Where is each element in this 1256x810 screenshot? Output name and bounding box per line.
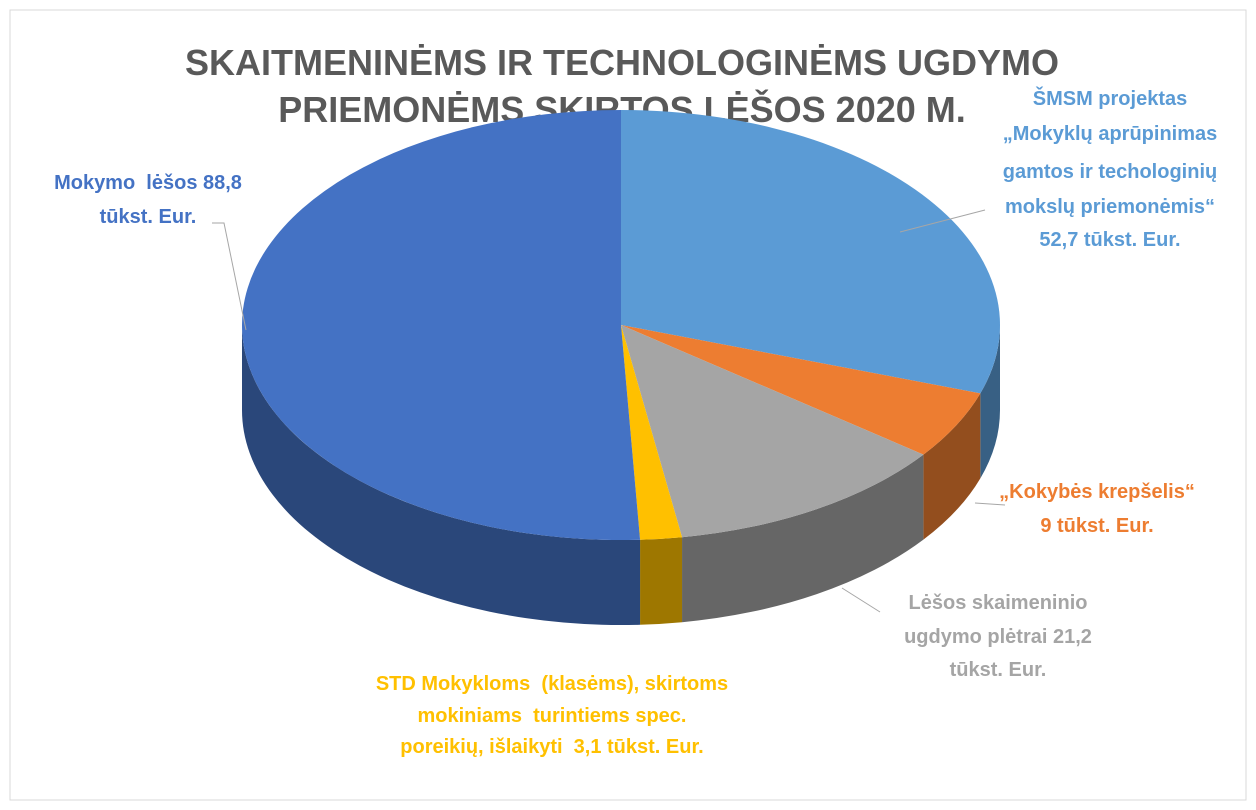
data-label: „Kokybės krepšelis“ 9 tūkst. Eur. (999, 481, 1195, 537)
chart-title: SKAITMENINĖMS IR TECHNOLOGINĖMS UGDYMO PR… (185, 42, 1059, 130)
slice-side (242, 325, 641, 626)
slice (621, 325, 981, 455)
data-label: ŠMSM projektas „Mokyklų aprūpinimas gamtos… (1003, 86, 1218, 251)
data-label: Mokymo lėšos 88,8 tūkst. Eur. (54, 172, 242, 228)
slice-side (640, 537, 683, 625)
leader-line (974, 502, 1006, 506)
slice-side (923, 393, 981, 540)
slice (621, 325, 683, 540)
leader-line (212, 222, 247, 331)
data-label: STD Mokykloms (klasėms), skirtoms mokinia… (376, 673, 728, 758)
leader-line (899, 209, 986, 233)
leader-line (841, 587, 881, 613)
slice-side (682, 454, 924, 623)
slice (242, 110, 641, 540)
data-label: Lėšos skaimeninio ugdymo plėtrai 21,2 tūks… (904, 592, 1092, 681)
slice (621, 110, 1001, 394)
slice-side (980, 325, 1000, 479)
slice (621, 325, 924, 538)
